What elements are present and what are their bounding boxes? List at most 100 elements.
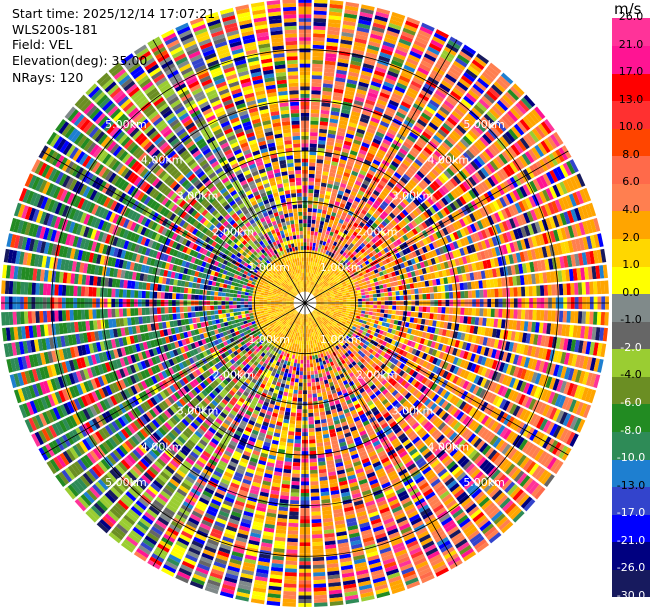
ppi-gate: [340, 39, 353, 45]
ppi-gate: [311, 223, 316, 228]
ppi-gate: [333, 92, 343, 98]
ppi-gate: [297, 405, 302, 410]
ppi-gate: [315, 377, 320, 383]
ppi-gate: [311, 515, 322, 520]
ppi-gate: [313, 583, 327, 588]
ppi-gate: [313, 568, 326, 573]
ppi-gate: [312, 56, 324, 61]
ppi-gate: [399, 310, 404, 316]
ppi-gate: [353, 139, 362, 146]
ppi-gate: [373, 297, 378, 301]
ppi-gate: [377, 297, 381, 301]
ppi-gate: [309, 280, 312, 285]
ppi-gate: [307, 378, 311, 383]
ppi-gate: [320, 384, 326, 389]
ppi-gate: [308, 409, 314, 414]
ppi-gate: [354, 96, 365, 103]
ppi-gate: [361, 295, 366, 299]
ppi-gate: [418, 294, 423, 300]
ppi-gate: [316, 216, 321, 221]
ppi-gate: [290, 488, 300, 493]
ppi-gate: [286, 403, 292, 409]
ppi-gate: [437, 307, 442, 314]
ppi-gate: [585, 281, 590, 295]
ppi-gate: [298, 382, 303, 387]
ppi-gate: [363, 317, 368, 322]
ppi-gate: [307, 211, 312, 216]
ppi-gate: [301, 352, 304, 357]
ppi-gate: [371, 113, 382, 121]
ppi-gate: [321, 94, 332, 100]
ppi-gate: [319, 193, 325, 199]
ppi-gate: [309, 289, 313, 293]
ppi-gate: [574, 311, 579, 324]
ppi-gate: [367, 91, 378, 99]
ppi-gate: [317, 365, 321, 371]
ppi-gate: [464, 290, 469, 299]
ppi-gate: [380, 292, 385, 297]
ppi-gate: [306, 261, 309, 266]
ppi-gate: [352, 167, 360, 173]
ppi-gate: [311, 265, 314, 270]
ppi-gate: [339, 202, 346, 209]
ppi-gate: [418, 306, 423, 312]
ppi-gate: [316, 239, 320, 244]
ppi-gate: [283, 583, 297, 588]
ppi-gate: [310, 340, 313, 345]
ppi-gate: [475, 308, 480, 316]
ppi-gate: [340, 112, 350, 119]
ppi-gate: [433, 313, 438, 320]
ppi-gate: [342, 299, 347, 302]
ppi-gate: [319, 224, 324, 230]
ppi-gate: [459, 282, 465, 291]
ppi-gate: [332, 232, 338, 238]
ppi-gate: [322, 87, 333, 92]
ppi-gate: [342, 24, 356, 31]
ppi-gate: [410, 289, 415, 295]
ppi-gate: [370, 117, 380, 124]
ppi-gate: [395, 305, 400, 311]
ppi-gate: [316, 362, 320, 367]
ppi-gate: [330, 164, 338, 170]
ppi-gate: [470, 281, 476, 290]
ppi-gate: [348, 71, 360, 78]
ppi-gate: [310, 477, 319, 482]
ppi-gate: [305, 287, 307, 292]
ppi-gate: [342, 306, 347, 309]
ppi-gate: [372, 138, 382, 145]
ppi-gate: [313, 29, 326, 34]
ppi-gate: [342, 147, 350, 154]
ppi-gate: [303, 321, 305, 326]
ppi-gate: [359, 117, 369, 124]
ppi-gate: [351, 107, 362, 114]
ppi-gate: [319, 268, 323, 273]
ppi-gate: [294, 443, 301, 448]
ppi-gate: [604, 312, 609, 326]
ppi-gate: [311, 503, 321, 509]
ppi-gate: [353, 183, 361, 190]
ppi-gate: [319, 411, 326, 416]
ppi-gate: [291, 354, 296, 360]
ppi-gate: [375, 285, 380, 290]
ppi-gate: [467, 316, 472, 325]
ppi-gate: [289, 423, 295, 428]
ppi-gate: [345, 310, 350, 314]
ppi-gate: [327, 246, 331, 252]
ppi-gate: [562, 310, 568, 323]
ppi-gate: [315, 223, 320, 229]
ppi-gate: [305, 329, 308, 334]
ppi-gate: [440, 285, 446, 292]
ppi-gate: [312, 273, 316, 278]
ppi-gate: [284, 461, 292, 466]
ppi-gate: [376, 308, 381, 313]
ppi-gate: [475, 290, 480, 298]
ppi-gate: [349, 294, 354, 297]
ppi-gate: [311, 507, 321, 512]
ppi-gate: [316, 271, 320, 276]
ppi-gate: [294, 435, 301, 440]
ppi-gate: [310, 281, 313, 286]
ppi-gate: [320, 301, 324, 303]
ppi-gate: [314, 250, 318, 255]
ppi-gate: [391, 92, 403, 101]
ppi-gate: [388, 66, 401, 75]
